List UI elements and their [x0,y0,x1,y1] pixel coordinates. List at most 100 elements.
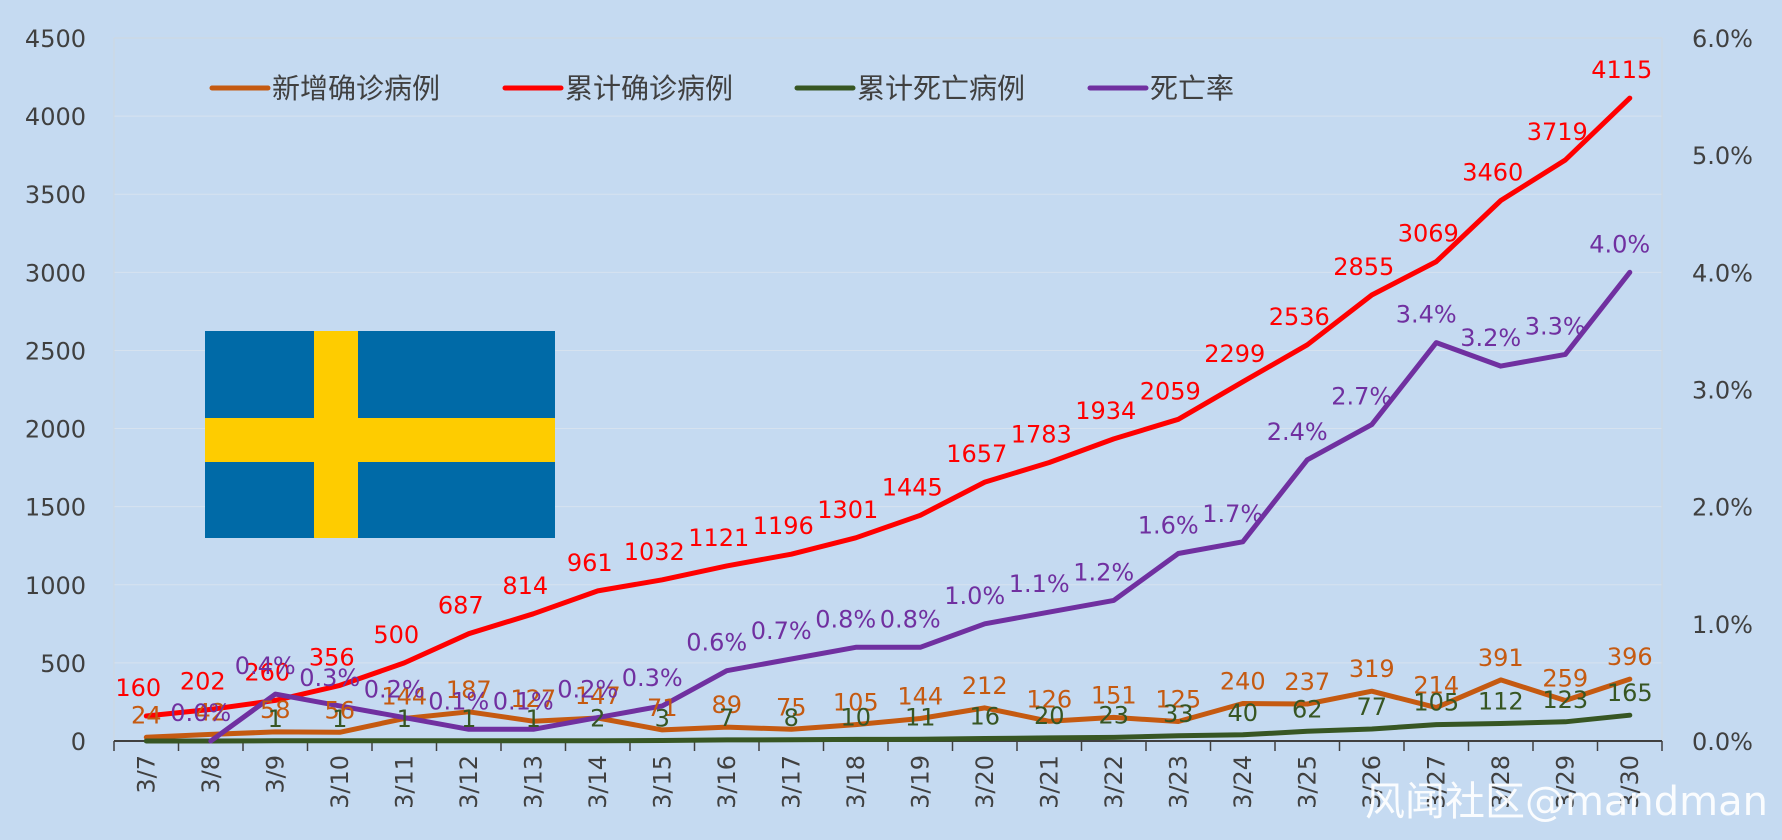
data-point-new [1434,705,1439,710]
data-label-deaths: 20 [1034,702,1065,730]
data-label-rate: 0.8% [815,605,876,633]
sweden-flag [205,331,555,538]
data-point-cum [853,535,858,540]
data-label-rate: 1.7% [1202,500,1263,528]
data-point-rate [660,703,665,708]
data-label-cum: 687 [438,592,484,620]
data-label-cum: 3460 [1462,158,1523,186]
data-label-cum: 961 [567,549,613,577]
data-point-new [144,735,149,740]
data-label-new: 259 [1542,665,1588,693]
y-right-tick-label: 2.0% [1692,494,1753,522]
data-label-cum: 202 [180,667,226,695]
data-label-deaths: 105 [1413,689,1459,717]
data-point-deaths [531,738,536,743]
data-label-cum: 2536 [1269,303,1330,331]
y-left-tick-label: 2000 [25,416,86,444]
legend-label-deaths: 累计死亡病例 [857,72,1025,105]
x-tick-label: 3/23 [1164,755,1192,809]
x-tick-label: 3/21 [1035,755,1063,809]
legend-label-rate: 死亡率 [1150,72,1234,105]
x-tick-label: 3/20 [971,755,999,809]
data-label-cum: 1934 [1075,397,1136,425]
data-label-deaths: 1 [461,705,476,733]
data-point-new [1305,701,1310,706]
data-point-deaths [660,738,665,743]
data-label-new: 42 [195,698,226,726]
data-point-rate [853,645,858,650]
flag-yellow-horizontal [205,418,555,462]
data-point-rate [1047,610,1052,615]
data-point-new [660,727,665,732]
data-label-new: 75 [776,693,807,721]
data-labels: 24 42 58 56 144 187 127 147 71 89 75 105 144 212 126 15… [115,56,1652,733]
data-label-cum: 2855 [1333,253,1394,281]
data-point-new [337,730,342,735]
data-point-new [466,709,471,714]
data-point-cum [337,683,342,688]
data-label-cum: 500 [373,621,419,649]
data-point-new [789,727,794,732]
data-point-rate [466,727,471,732]
data-point-deaths [1176,733,1181,738]
data-point-rate [1563,352,1568,357]
legend-label-cum: 累计确诊病例 [565,72,733,105]
data-point-new [273,729,278,734]
data-label-new: 144 [381,683,427,711]
data-point-rate [337,703,342,708]
y-right-tick-label: 0.0% [1692,728,1753,756]
data-point-rate [724,668,729,673]
y-left-tick-label: 1500 [25,494,86,522]
data-label-rate: 0.1% [428,687,489,715]
data-point-cum [724,563,729,568]
data-label-rate: 1.2% [1073,558,1134,586]
y-left-tick-label: 3000 [25,259,86,287]
data-point-new [853,722,858,727]
data-point-new [1627,677,1632,682]
y-left-tick-label: 0 [71,728,86,756]
data-label-rate: 0.0% [170,699,231,727]
data-point-deaths [918,737,923,742]
data-label-new: 237 [1284,668,1330,696]
data-point-cum [144,714,149,719]
data-point-cum [1434,259,1439,264]
data-label-cum: 356 [309,643,355,671]
data-label-deaths: 1 [526,705,541,733]
data-label-new: 127 [510,685,556,713]
data-point-cum [1563,158,1568,163]
data-point-new [1563,698,1568,703]
data-label-deaths: 16 [969,703,1000,731]
x-tick-label: 3/24 [1229,755,1257,809]
data-label-cum: 2059 [1140,377,1201,405]
data-label-deaths: 62 [1292,695,1323,723]
data-label-rate: 0.3% [622,664,683,692]
data-label-deaths: 11 [905,703,936,731]
x-tick-label: 3/26 [1358,755,1386,809]
y-right-tick-label: 5.0% [1692,142,1753,170]
data-label-new: 319 [1349,655,1395,683]
data-label-deaths: 7 [719,704,734,732]
data-label-new: 126 [1026,685,1072,713]
data-point-cum [660,577,665,582]
data-label-cum: 1445 [882,473,943,501]
data-label-new: 147 [575,682,621,710]
data-point-deaths [724,737,729,742]
data-label-new: 71 [647,694,678,722]
x-tick-label: 3/19 [906,755,934,809]
series-line-new [143,676,1633,740]
data-label-rate: 3.2% [1460,324,1521,352]
data-point-cum [595,588,600,593]
flag-yellow-vertical [314,331,358,538]
data-point-deaths [337,738,342,743]
data-label-rate: 1.1% [1009,570,1070,598]
data-point-deaths [853,737,858,742]
data-label-cum: 1121 [688,524,749,552]
data-point-new [982,705,987,710]
data-point-deaths [1111,735,1116,740]
data-label-rate: 0.3% [299,664,360,692]
data-label-deaths: 1 [397,705,412,733]
x-tick-label: 3/25 [1293,755,1321,809]
data-label-cum: 1032 [624,538,685,566]
data-point-new [208,732,213,737]
